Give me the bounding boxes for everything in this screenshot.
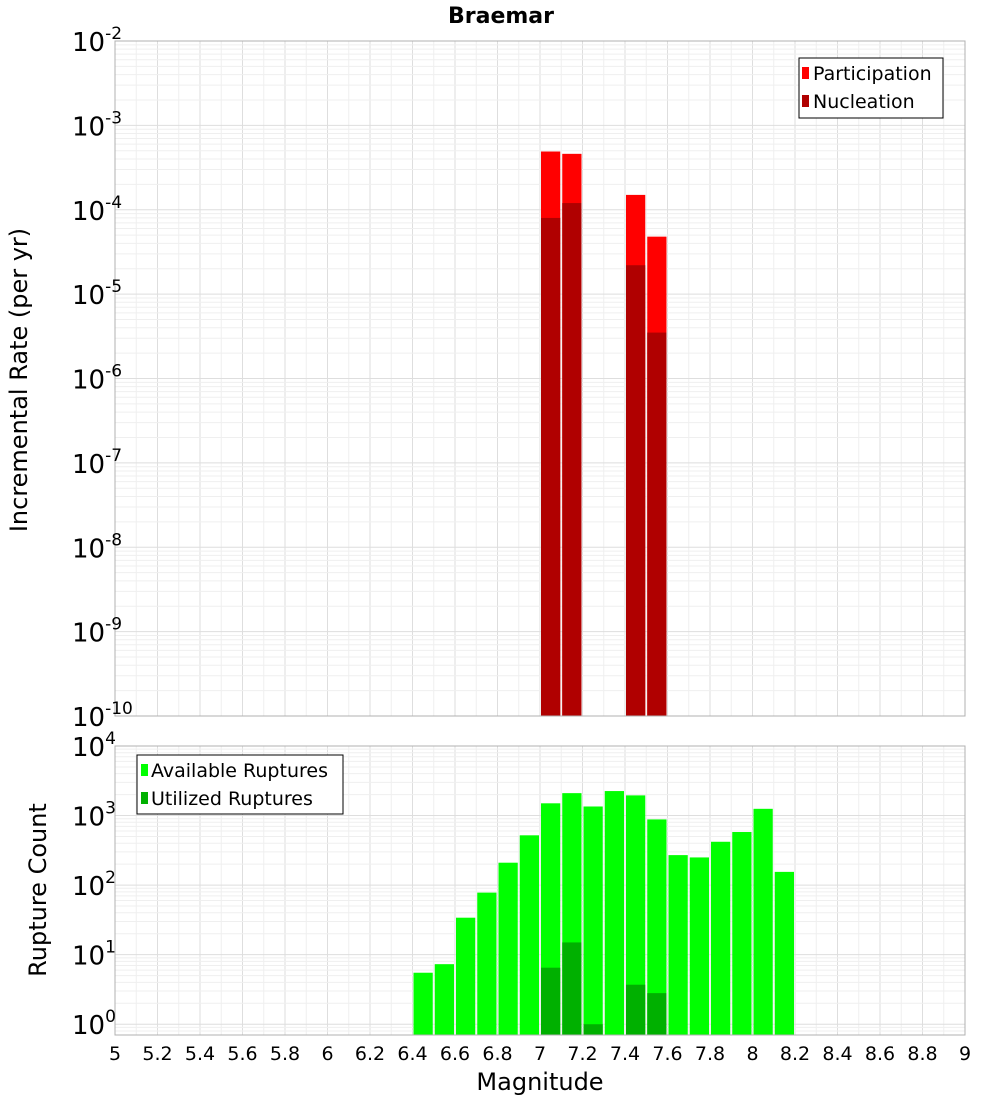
count-y-tick-label: 103 xyxy=(72,799,116,833)
x-tick-label: 8.2 xyxy=(780,1043,810,1065)
rate-y-tick-label: 10-10 xyxy=(72,699,133,733)
x-tick-label: 5 xyxy=(109,1043,121,1065)
x-tick-label: 6.8 xyxy=(482,1043,512,1065)
count-available-ruptures-bar xyxy=(753,808,773,1035)
participation-legend-label: Participation xyxy=(813,63,932,85)
x-tick-label: 8.8 xyxy=(907,1043,937,1065)
rate-y-tick-label: 10-6 xyxy=(72,362,122,396)
x-ticks: 5 5.2 5.4 5.6 5.8 6 6.2 6.4 6.6 6.8 7 7.2 7.4 7.6 7.8 8… xyxy=(109,1043,971,1065)
count-available-ruptures-bar xyxy=(498,862,518,1035)
count-utilized-ruptures-bar xyxy=(647,993,667,1035)
x-tick-label: 7.6 xyxy=(652,1043,682,1065)
rate-y-tick-label: 10-2 xyxy=(72,24,122,58)
x-tick-label: 8 xyxy=(746,1043,758,1065)
x-tick-label: 7 xyxy=(534,1043,546,1065)
x-tick-label: 5.4 xyxy=(185,1043,215,1065)
utilized-legend-label: Utilized Ruptures xyxy=(151,788,313,810)
x-tick-label: 9 xyxy=(959,1043,971,1065)
x-axis-label: Magnitude xyxy=(476,1068,603,1096)
x-tick-label: 7.2 xyxy=(567,1043,597,1065)
count-y-axis-label: Rupture Count xyxy=(24,803,52,977)
rate-legend-box xyxy=(798,57,944,119)
count-available-ruptures-bar xyxy=(477,892,497,1035)
count-y-tick-label: 104 xyxy=(72,729,116,763)
chart-title: Braemar xyxy=(448,4,554,29)
rate-y-tick-label: 10-8 xyxy=(72,530,122,564)
x-tick-label: 6.2 xyxy=(355,1043,385,1065)
x-tick-label: 7.8 xyxy=(695,1043,725,1065)
count-available-ruptures-bar xyxy=(604,791,624,1035)
available-legend-swatch xyxy=(141,764,148,776)
count-utilized-ruptures-bar xyxy=(562,942,582,1035)
count-y-tick-label: 102 xyxy=(72,868,116,902)
count-utilized-ruptures-bar xyxy=(583,1024,603,1035)
rate-bars xyxy=(541,151,667,716)
rate-grid xyxy=(114,40,966,717)
rate-nucleation-bar xyxy=(541,217,561,716)
rate-y-axis-label: Incremental Rate (per yr) xyxy=(5,228,33,532)
count-available-ruptures-bar xyxy=(434,964,454,1035)
x-tick-label: 6.6 xyxy=(440,1043,470,1065)
rate-y-tick-label: 10-5 xyxy=(72,277,122,311)
rate-y-ticks: 10-10 10-9 10-8 10-7 10-6 10-5 10-4 10-3 10-2 xyxy=(72,24,133,733)
count-available-ruptures-bar xyxy=(583,806,603,1035)
count-available-ruptures-bar xyxy=(626,795,646,1035)
rate-legend: Participation Nucleation xyxy=(798,57,944,119)
x-tick-label: 5.6 xyxy=(227,1043,257,1065)
rate-y-tick-label: 10-4 xyxy=(72,193,122,227)
utilized-legend-swatch xyxy=(141,792,148,804)
count-legend-box xyxy=(136,754,344,815)
x-tick-label: 6 xyxy=(321,1043,333,1065)
count-available-ruptures-bar xyxy=(519,835,539,1035)
count-y-tick-label: 101 xyxy=(72,938,116,972)
rate-nucleation-bar xyxy=(562,203,582,716)
count-y-ticks: 100 101 102 103 104 xyxy=(72,729,116,1041)
x-tick-label: 5.8 xyxy=(270,1043,300,1065)
rate-y-tick-label: 10-7 xyxy=(72,446,122,480)
rate-panel: 10-10 10-9 10-8 10-7 10-6 10-5 10-4 10-3 10-2 In… xyxy=(5,24,966,733)
rate-nucleation-bar xyxy=(626,265,646,716)
x-tick-label: 7.4 xyxy=(610,1043,640,1065)
count-available-ruptures-bar xyxy=(689,857,709,1035)
count-panel: 100 101 102 103 104 5 5.2 5.4 5.6 5.8 6 6.2 6.4 6.6 6… xyxy=(24,729,971,1096)
x-tick-label: 8.6 xyxy=(865,1043,895,1065)
count-y-tick-label: 100 xyxy=(72,1007,116,1041)
nucleation-legend-swatch xyxy=(802,95,809,107)
participation-legend-swatch xyxy=(802,67,809,79)
available-legend-label: Available Ruptures xyxy=(151,760,328,782)
rate-plot-frame xyxy=(114,40,966,717)
rate-y-tick-label: 10-3 xyxy=(72,108,122,142)
count-available-ruptures-bar xyxy=(456,917,476,1035)
x-tick-label: 5.2 xyxy=(142,1043,172,1065)
count-available-ruptures-bar xyxy=(413,972,433,1035)
count-utilized-ruptures-bar xyxy=(541,967,561,1035)
count-bars xyxy=(413,791,794,1035)
count-available-ruptures-bar xyxy=(774,871,794,1035)
count-available-ruptures-bar xyxy=(732,832,752,1035)
nucleation-legend-label: Nucleation xyxy=(813,91,915,113)
rate-nucleation-bar xyxy=(647,332,667,716)
count-available-ruptures-bar xyxy=(711,841,731,1035)
x-tick-label: 8.4 xyxy=(822,1043,852,1065)
count-legend: Available Ruptures Utilized Ruptures xyxy=(136,754,344,815)
count-available-ruptures-bar xyxy=(668,855,688,1035)
count-plot-frame xyxy=(114,745,966,1036)
count-utilized-ruptures-bar xyxy=(626,984,646,1035)
x-tick-label: 6.4 xyxy=(397,1043,427,1065)
count-available-ruptures-bar xyxy=(647,819,667,1035)
rate-y-tick-label: 10-9 xyxy=(72,615,122,649)
